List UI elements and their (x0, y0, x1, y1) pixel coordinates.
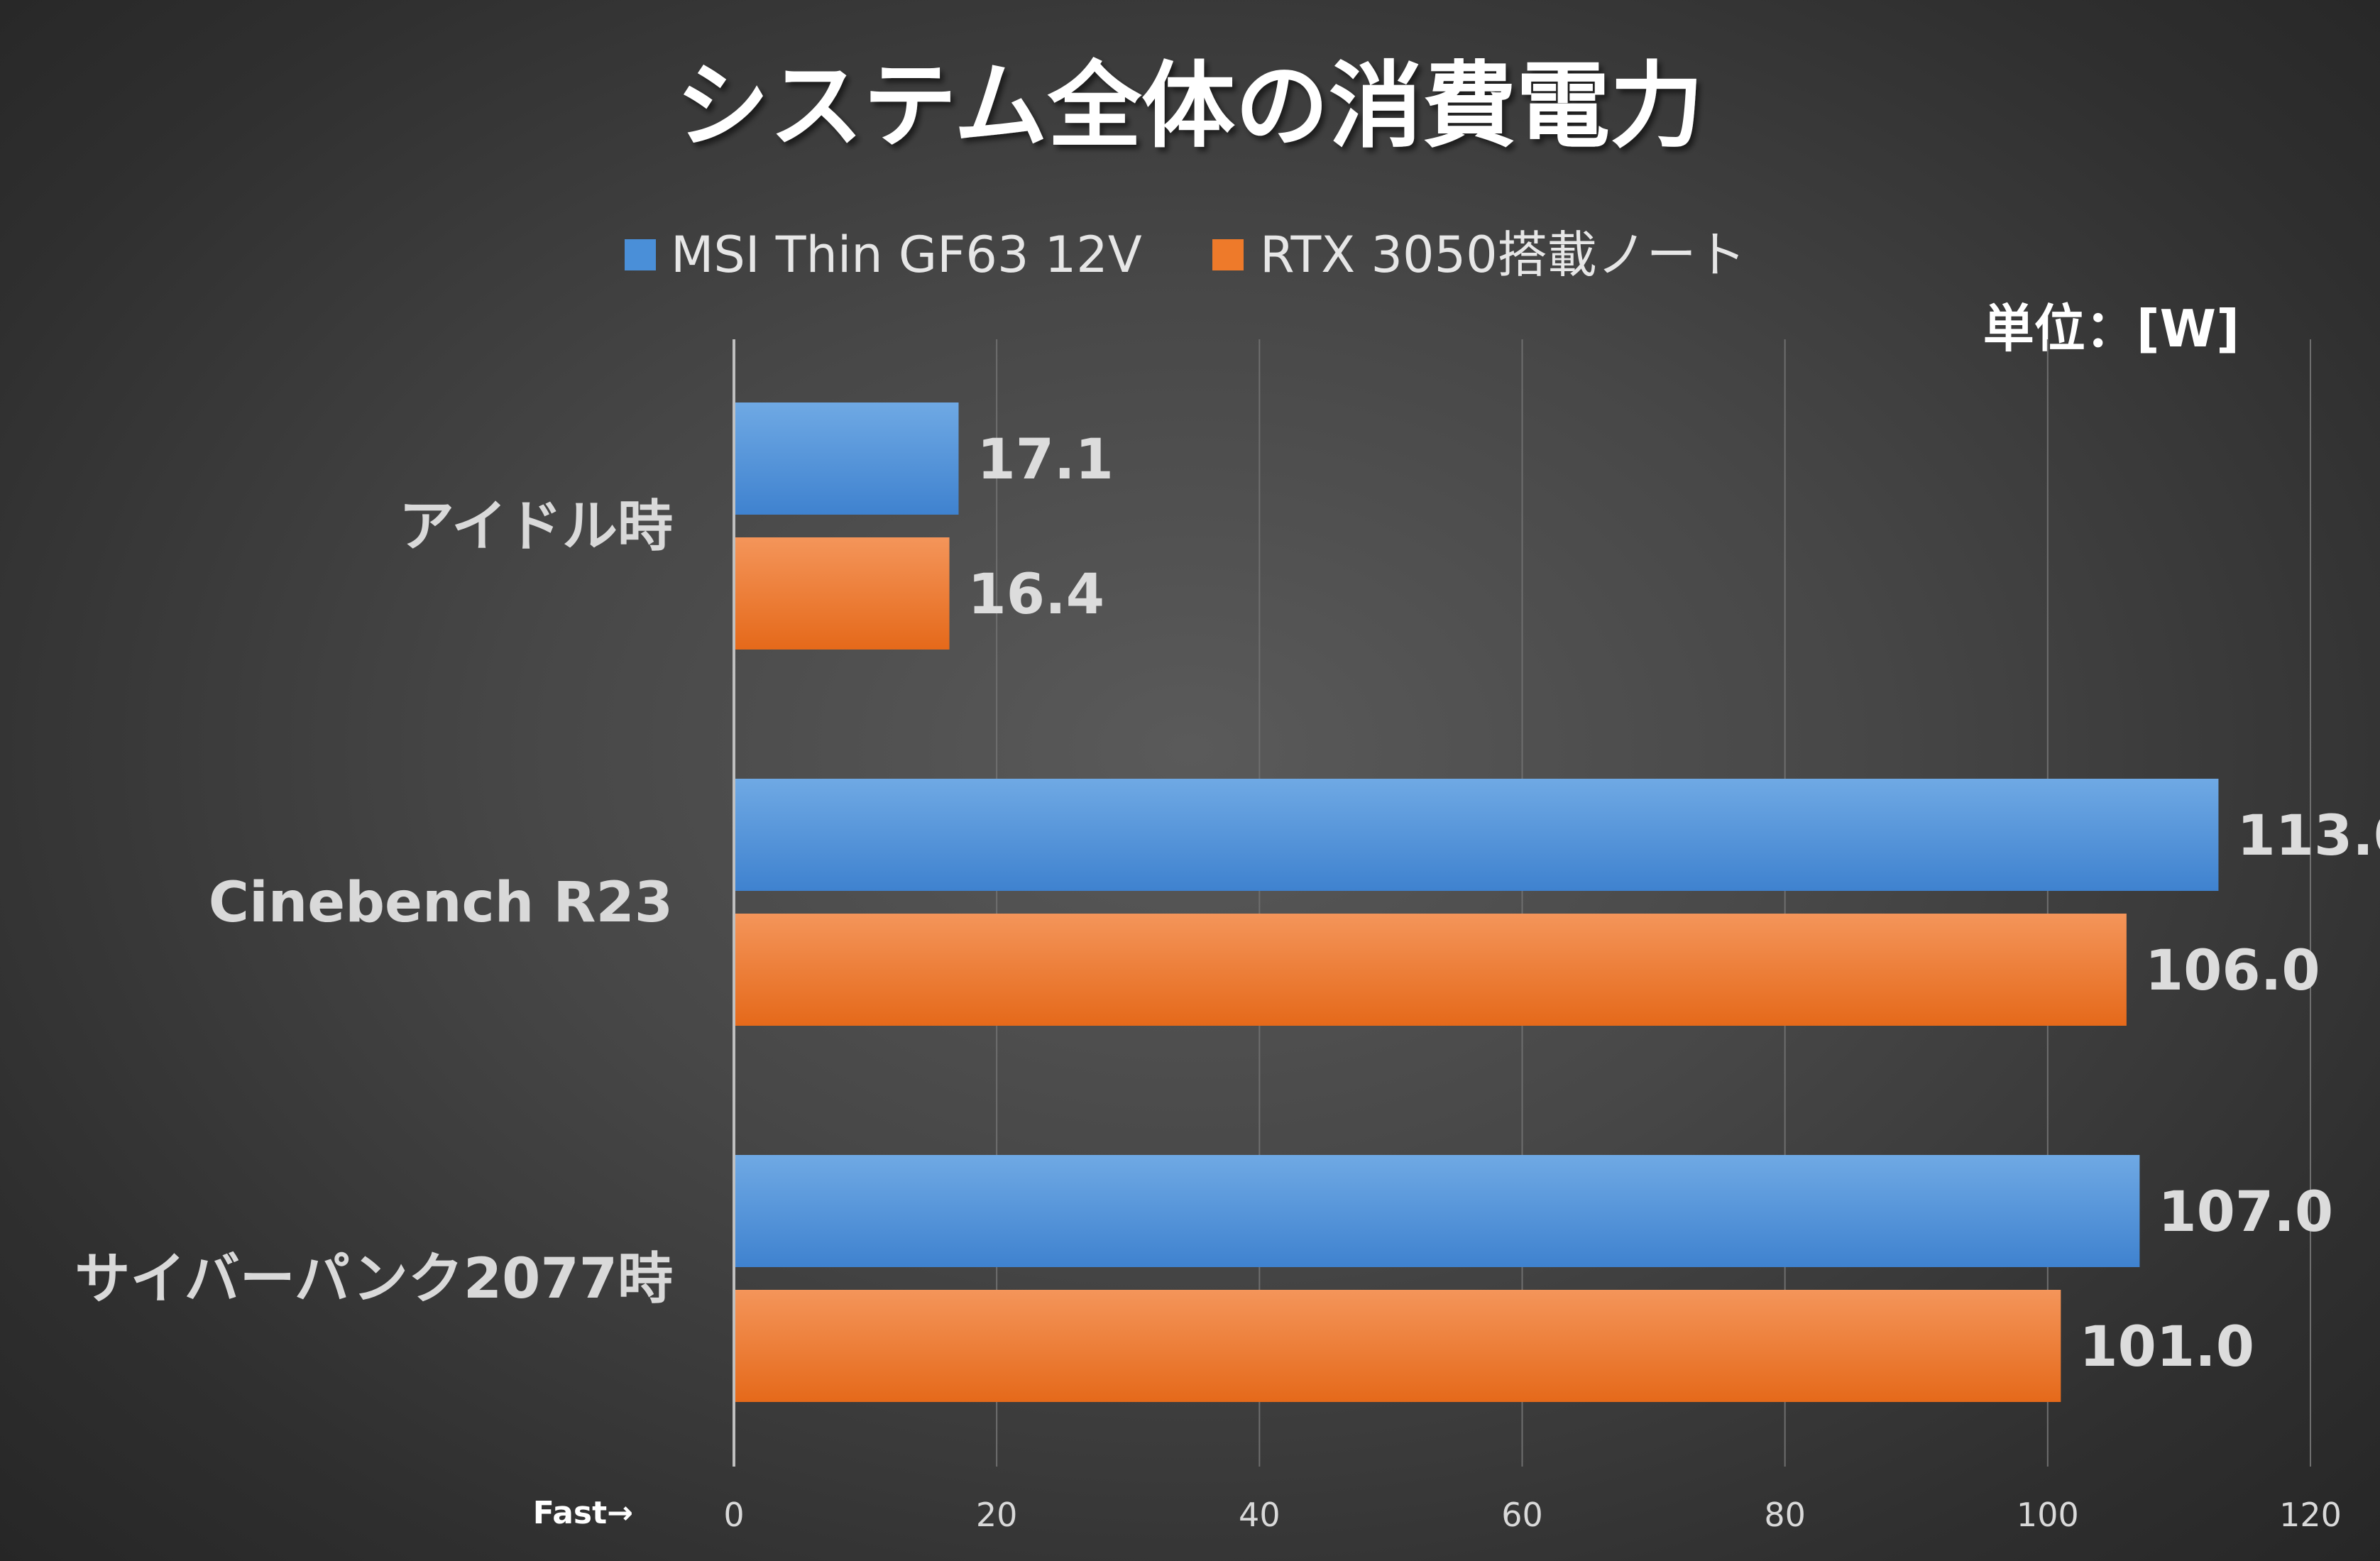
x-tick-label: 0 (723, 1496, 744, 1534)
unit-label: 単位：[W] (1983, 299, 2239, 358)
bar-rtx3050 (734, 537, 950, 650)
x-tick-labels: 0 20 40 60 80 100 120 (723, 1496, 2342, 1534)
bar-msi (734, 779, 2219, 891)
legend-label-rtx3050: RTX 3050搭載ノート (1260, 226, 1746, 284)
bar-rtx3050 (734, 914, 2127, 1026)
bar-msi (734, 402, 959, 515)
value-labels: 17.1 16.4 113.0 106.0 107.0 101.0 (968, 428, 2380, 1379)
legend-label-msi: MSI Thin GF63 12V (671, 226, 1142, 284)
x-tick-label: 80 (1764, 1496, 1806, 1534)
legend-swatch-msi (625, 239, 656, 270)
bar-msi (734, 1155, 2140, 1267)
value-label-msi: 107.0 (2158, 1181, 2333, 1244)
x-tick-label: 100 (2017, 1496, 2079, 1534)
gridlines (996, 339, 2311, 1467)
x-tick-label: 120 (2279, 1496, 2342, 1534)
value-label-rtx3050: 106.0 (2145, 939, 2320, 1003)
x-tick-label: 20 (976, 1496, 1018, 1534)
value-label-rtx3050: 101.0 (2079, 1315, 2254, 1379)
legend: MSI Thin GF63 12V RTX 3050搭載ノート (625, 226, 1746, 284)
x-tick-label: 40 (1239, 1496, 1281, 1534)
bar-rtx3050 (734, 1290, 2061, 1402)
category-label: サイバーパンク2077時 (75, 1247, 673, 1311)
fast-note: Fast→ (533, 1495, 633, 1531)
category-label: Cinebench R23 (209, 871, 673, 935)
category-label: アイドル時 (399, 495, 673, 559)
chart-title: システム全体の消費電力 (676, 52, 1704, 161)
x-tick-label: 60 (1501, 1496, 1543, 1534)
category-labels: アイドル時 Cinebench R23 サイバーパンク2077時 (75, 495, 673, 1311)
value-label-msi: 17.1 (977, 428, 1113, 492)
value-label-rtx3050: 16.4 (968, 563, 1104, 627)
value-label-msi: 113.0 (2237, 804, 2380, 868)
legend-swatch-rtx3050 (1212, 239, 1244, 270)
bars (734, 402, 2219, 1402)
